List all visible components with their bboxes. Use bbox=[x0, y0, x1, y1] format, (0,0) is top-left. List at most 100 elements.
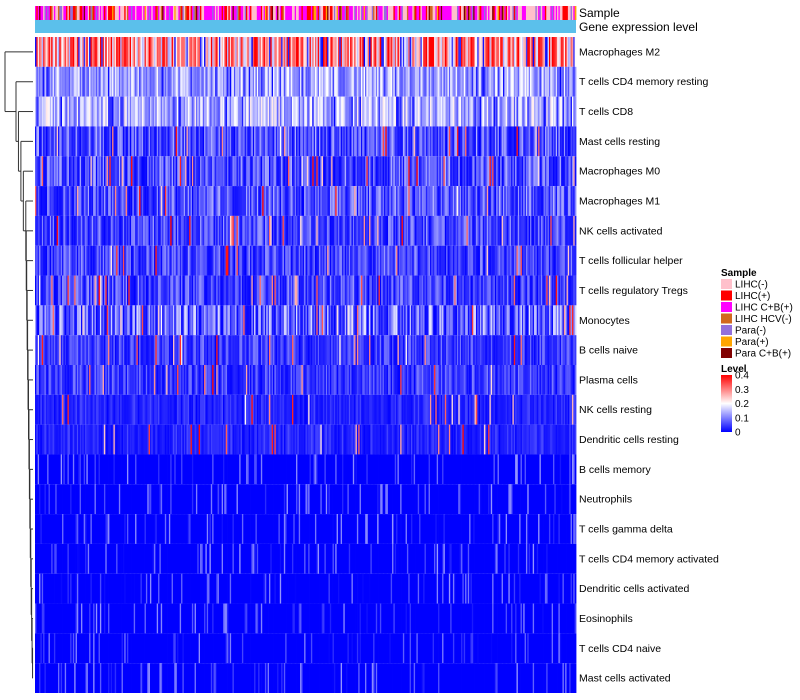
heatmap-cell bbox=[534, 305, 536, 336]
heatmap-cell bbox=[243, 126, 246, 157]
heatmap-cell bbox=[456, 156, 459, 187]
heatmap-cell bbox=[200, 186, 202, 216]
heatmap-cell bbox=[281, 37, 283, 67]
heatmap-cell bbox=[68, 66, 71, 97]
heatmap-cell bbox=[205, 66, 208, 97]
sample-annotation-cell bbox=[544, 6, 547, 20]
heatmap-cell bbox=[43, 156, 45, 187]
heatmap-cell bbox=[187, 37, 190, 67]
heatmap-cell bbox=[374, 335, 377, 365]
sample-annotation-cell bbox=[553, 6, 555, 20]
heatmap-cell bbox=[189, 96, 191, 127]
heatmap-cell bbox=[200, 96, 202, 127]
heatmap-cell bbox=[482, 245, 485, 276]
heatmap-cell bbox=[342, 305, 344, 336]
heatmap-cell bbox=[528, 37, 531, 67]
heatmap-cell bbox=[327, 335, 329, 365]
heatmap-cell bbox=[273, 66, 275, 97]
heatmap-cell bbox=[362, 126, 365, 157]
heatmap-cell bbox=[255, 156, 258, 187]
heatmap-cell bbox=[360, 156, 363, 187]
heatmap-cell bbox=[571, 96, 574, 127]
sample-annotation-cell bbox=[342, 6, 344, 20]
heatmap-cell bbox=[336, 37, 339, 67]
heatmap-cell bbox=[152, 215, 155, 246]
heatmap-cell bbox=[333, 275, 336, 306]
heatmap-cell bbox=[190, 335, 193, 365]
heatmap-cell bbox=[363, 37, 366, 67]
sample-annotation-cell bbox=[52, 6, 55, 20]
sample-annotation-cell bbox=[132, 6, 135, 20]
heatmap-cell bbox=[507, 37, 509, 67]
heatmap-cell bbox=[505, 305, 508, 336]
sample-annotation-cell bbox=[282, 6, 285, 20]
heatmap-cell bbox=[310, 305, 313, 336]
heatmap-cell bbox=[268, 275, 271, 306]
heatmap-cell bbox=[502, 156, 505, 187]
heatmap-cell bbox=[375, 66, 378, 97]
heatmap-cell bbox=[409, 66, 412, 97]
heatmap-cell bbox=[551, 37, 554, 67]
heatmap-cell bbox=[550, 156, 553, 187]
heatmap-cell bbox=[213, 96, 216, 127]
heatmap-cell bbox=[398, 335, 401, 365]
heatmap-cell bbox=[139, 66, 141, 97]
heatmap-cell bbox=[255, 275, 258, 306]
heatmap-cell bbox=[62, 275, 64, 306]
heatmap-cell bbox=[366, 96, 369, 127]
heatmap-cell bbox=[371, 335, 374, 365]
heatmap-cell bbox=[335, 66, 337, 97]
heatmap-cell bbox=[502, 37, 505, 67]
sample-annotation-cell bbox=[86, 6, 89, 20]
heatmap-cell bbox=[267, 66, 270, 97]
heatmap-cell bbox=[411, 66, 413, 97]
heatmap-cell bbox=[378, 245, 381, 276]
heatmap-cell bbox=[409, 215, 412, 246]
heatmap-cell bbox=[237, 96, 240, 127]
heatmap-cell bbox=[87, 156, 90, 187]
heatmap-cell bbox=[56, 305, 59, 336]
heatmap-cell bbox=[141, 126, 144, 157]
heatmap-cell bbox=[428, 275, 431, 306]
heatmap-cell bbox=[128, 126, 131, 157]
heatmap-cell bbox=[433, 245, 436, 276]
heatmap-cell bbox=[71, 186, 74, 216]
heatmap-cell bbox=[479, 275, 482, 306]
heatmap-cell bbox=[131, 96, 133, 127]
heatmap-cell bbox=[497, 215, 500, 246]
heatmap-cell bbox=[110, 156, 113, 187]
heatmap-cell bbox=[346, 305, 348, 336]
heatmap-cell bbox=[218, 305, 221, 336]
heatmap-cell bbox=[90, 335, 93, 365]
heatmap-cell bbox=[290, 96, 293, 127]
heatmap-cell bbox=[400, 245, 402, 276]
heatmap-cell bbox=[327, 245, 329, 276]
heatmap-cell bbox=[132, 275, 135, 306]
sample-annotation-cell bbox=[415, 6, 417, 20]
heatmap-cell bbox=[204, 215, 206, 246]
heatmap-cell bbox=[97, 215, 99, 246]
heatmap-cell bbox=[139, 305, 141, 336]
heatmap-cell bbox=[223, 275, 225, 306]
heatmap-cell bbox=[210, 215, 213, 246]
heatmap-cell bbox=[337, 186, 340, 216]
heatmap-cell bbox=[268, 66, 271, 97]
heatmap-cell bbox=[139, 365, 141, 395]
heatmap-cell bbox=[250, 37, 252, 67]
heatmap-cell bbox=[555, 37, 558, 67]
heatmap-cell bbox=[239, 335, 241, 365]
heatmap-cell bbox=[132, 215, 135, 246]
heatmap-cell bbox=[182, 126, 185, 157]
heatmap-cell bbox=[544, 96, 547, 127]
sample-annotation-cell bbox=[243, 6, 246, 20]
heatmap-cell bbox=[48, 66, 51, 97]
heatmap-cell bbox=[245, 156, 248, 187]
heatmap-cell bbox=[37, 335, 40, 365]
heatmap-cell bbox=[244, 156, 247, 187]
sample-annotation-cell bbox=[208, 6, 210, 20]
heatmap-cell bbox=[346, 275, 348, 306]
heatmap-cell bbox=[273, 215, 275, 246]
heatmap-cell bbox=[469, 66, 471, 97]
heatmap-cell bbox=[117, 37, 120, 67]
heatmap-cell bbox=[494, 215, 497, 246]
